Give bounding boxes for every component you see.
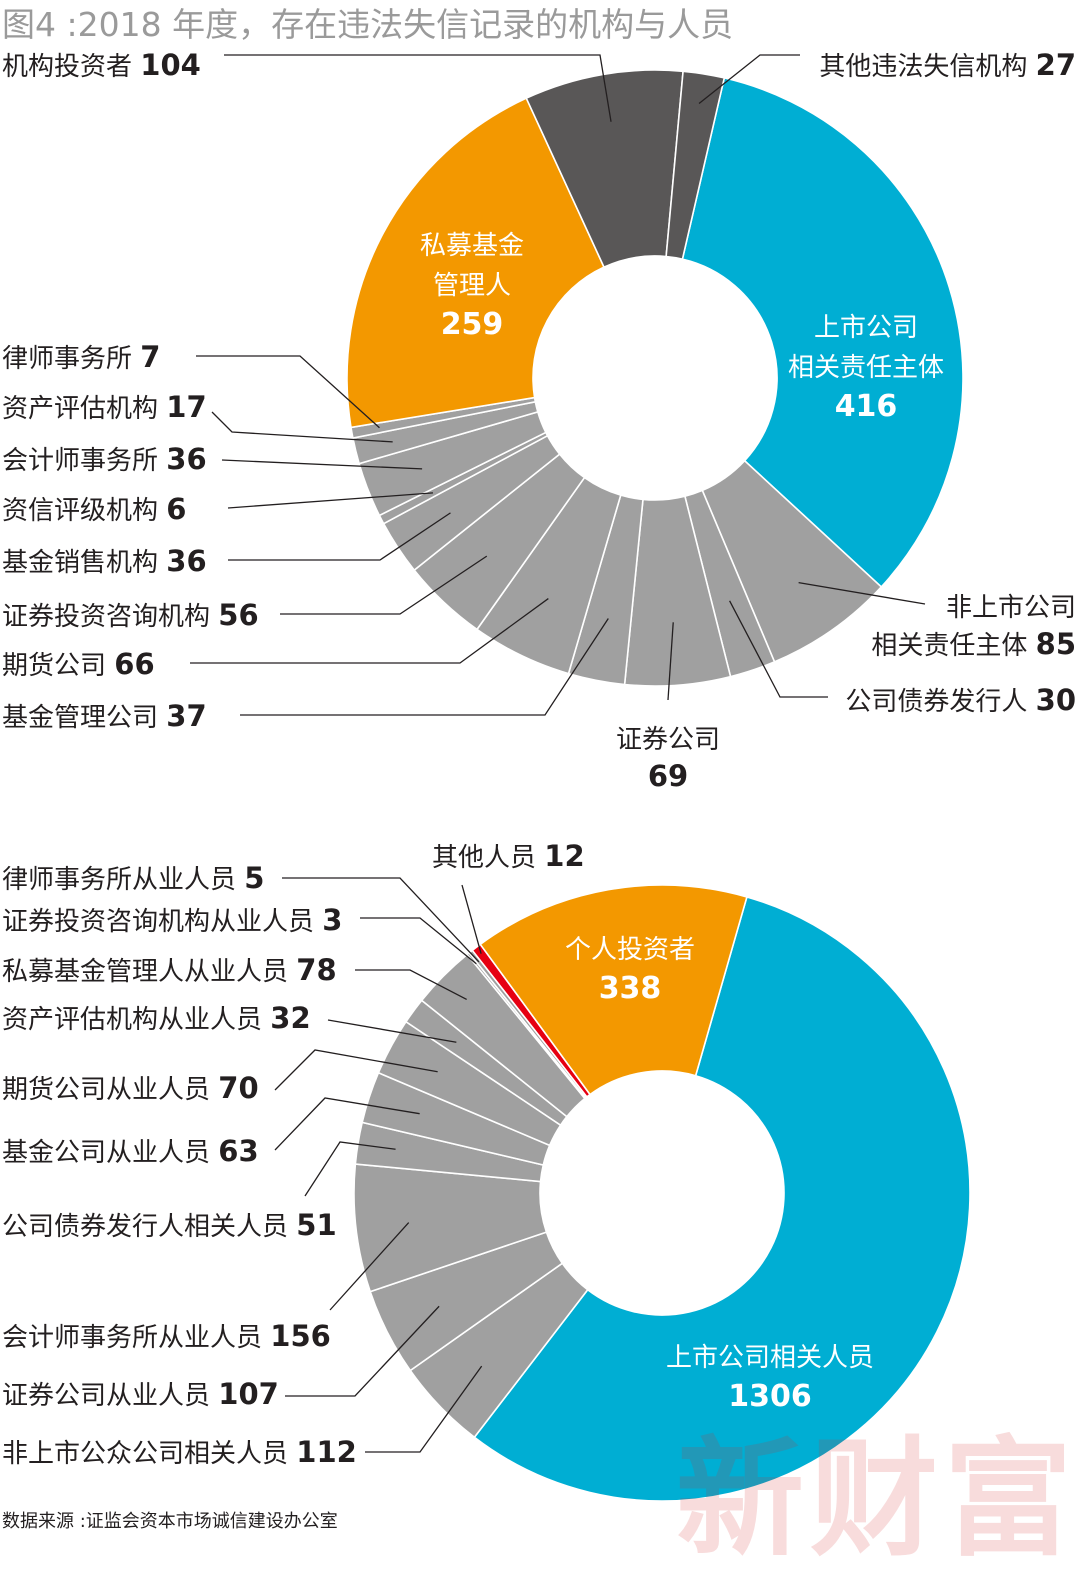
slice-label-8: 资信评级机构 6 bbox=[2, 492, 186, 526]
slice-12 bbox=[479, 884, 748, 1096]
leader-line-3 bbox=[667, 622, 674, 701]
leader-line-10 bbox=[211, 411, 393, 443]
leader-line-5 bbox=[190, 598, 549, 664]
data-source-note: 数据来源 :证监会资本市场诚信建设办公室 bbox=[2, 1511, 338, 1532]
leader-line-11 bbox=[196, 355, 380, 429]
slice-label-4: 基金管理公司 37 bbox=[2, 699, 207, 733]
slice-0 bbox=[681, 76, 964, 589]
leader-line-4 bbox=[240, 618, 609, 716]
watermark-logo: 新财富 bbox=[676, 1424, 1079, 1574]
slice-label-1: 非上市公司相关责任主体 85 bbox=[871, 593, 1076, 661]
slice-label-2: 公司债券发行人 30 bbox=[845, 683, 1076, 717]
slice-label-10: 资产评估机构 17 bbox=[2, 390, 207, 424]
leader-line-4 bbox=[304, 1141, 396, 1197]
leader-line-9 bbox=[360, 917, 477, 965]
leader-line-3 bbox=[329, 1222, 410, 1311]
slice-label-14: 其他违法失信机构 27 bbox=[819, 48, 1076, 82]
leader-line-6 bbox=[274, 1049, 438, 1091]
slice-label-7: 基金销售机构 36 bbox=[2, 544, 207, 578]
individuals-donut: 非上市公众公司相关人员 112 证券公司从业人员 107 会计师事务所从业人员 15… bbox=[2, 839, 971, 1502]
slice-13 bbox=[525, 69, 684, 269]
inner-label-1: 个人投资者 338 bbox=[565, 935, 695, 1006]
slice-label-5: 期货公司 66 bbox=[2, 647, 155, 681]
slice-12 bbox=[346, 97, 606, 429]
leader-line-8 bbox=[227, 492, 434, 509]
leader-line-2 bbox=[729, 600, 828, 698]
slice-label-3: 证券公司 69 bbox=[616, 725, 720, 793]
leader-line-11 bbox=[461, 884, 482, 954]
leader-line-7 bbox=[228, 512, 451, 561]
inner-label-0: 上市公司相关责任主体 416 bbox=[788, 313, 944, 424]
donut-charts: 非上市公司相关责任主体 85 公司债券发行人 30 证券公司 69 基金管理公司 37 期… bbox=[2, 48, 1076, 1502]
slice-label-7: 资产评估机构从业人员 32 bbox=[2, 1001, 311, 1035]
inner-label-1: 私募基金管理人 259 bbox=[420, 231, 524, 342]
slice-label-2: 证券公司从业人员 107 bbox=[2, 1377, 279, 1411]
leader-line-5 bbox=[274, 1097, 420, 1151]
slice-label-9: 证券投资咨询机构从业人员 3 bbox=[2, 903, 342, 937]
slice-label-6: 期货公司从业人员 70 bbox=[2, 1071, 259, 1105]
inner-label-0: 上市公司相关人员 1306 bbox=[666, 1343, 874, 1414]
chart-title: 图4 :2018 年度，存在违法失信记录的机构与人员 bbox=[2, 5, 734, 44]
leader-line-2 bbox=[285, 1305, 440, 1397]
slice-14 bbox=[665, 70, 726, 261]
slice-label-11: 其他人员 12 bbox=[432, 839, 585, 873]
leader-line-8 bbox=[355, 969, 467, 1001]
slice-label-10: 律师事务所从业人员 5 bbox=[2, 861, 264, 895]
leader-line-7 bbox=[327, 1019, 457, 1043]
slice-label-3: 会计师事务所从业人员 156 bbox=[2, 1319, 331, 1353]
leader-line-6 bbox=[280, 555, 488, 615]
leader-line-1 bbox=[365, 1365, 483, 1453]
slice-label-1: 非上市公众公司相关人员 112 bbox=[2, 1435, 357, 1469]
slice-label-11: 律师事务所 7 bbox=[2, 340, 160, 374]
leader-line-9 bbox=[221, 459, 423, 470]
slice-label-9: 会计师事务所 36 bbox=[2, 442, 207, 476]
slice-label-6: 证券投资咨询机构 56 bbox=[2, 598, 259, 632]
slice-label-8: 私募基金管理人从业人员 78 bbox=[2, 953, 337, 987]
leader-line-14 bbox=[698, 54, 800, 105]
slice-0 bbox=[473, 895, 971, 1502]
leader-line-10 bbox=[282, 877, 480, 963]
leader-line-13 bbox=[224, 54, 612, 122]
slice-label-4: 公司债券发行人相关人员 51 bbox=[2, 1208, 337, 1242]
slice-label-5: 基金公司从业人员 63 bbox=[2, 1134, 259, 1168]
leader-line-1 bbox=[798, 582, 926, 605]
slice-label-13: 机构投资者 104 bbox=[2, 48, 201, 82]
institutions-donut: 非上市公司相关责任主体 85 公司债券发行人 30 证券公司 69 基金管理公司 37 期… bbox=[2, 48, 1076, 793]
